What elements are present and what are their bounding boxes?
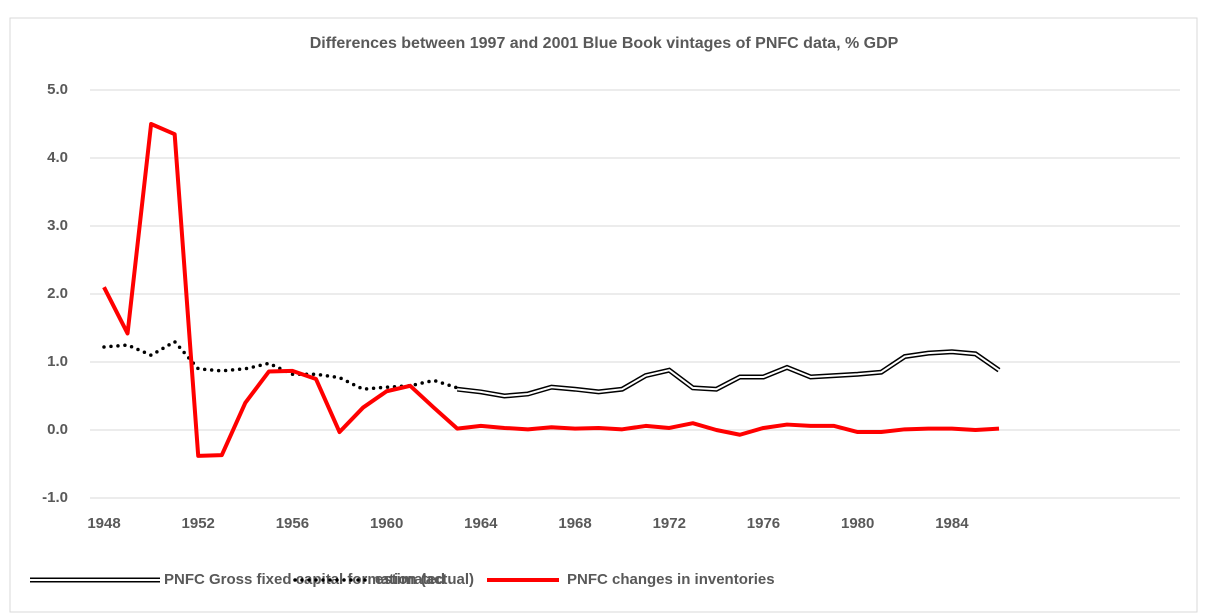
x-tick-label: 1980 — [841, 515, 874, 532]
x-tick-label: 1972 — [653, 515, 686, 532]
legend-label: PNFC changes in inventories — [567, 571, 775, 588]
series-line-inner — [457, 350, 1000, 398]
x-tick-label: 1956 — [276, 515, 309, 532]
series-line — [102, 339, 460, 391]
chart-title: Differences between 1997 and 2001 Blue B… — [310, 35, 899, 52]
legend-label: estimated — [375, 571, 445, 588]
series-line — [102, 122, 1000, 458]
y-tick-label: 0.0 — [47, 421, 68, 438]
x-tick-label: 1976 — [747, 515, 780, 532]
x-tick-label: 1952 — [182, 515, 215, 532]
y-tick-label: 4.0 — [47, 149, 68, 166]
x-tick-label: 1948 — [87, 515, 120, 532]
chart-frame — [9, 17, 1198, 613]
legend-label: PNFC Gross fixed capital formation (actu… — [164, 571, 474, 588]
x-tick-label: 1960 — [370, 515, 403, 532]
y-tick-label: 3.0 — [47, 217, 68, 234]
y-tick-label: -1.0 — [42, 489, 68, 506]
y-tick-label: 2.0 — [47, 285, 68, 302]
x-tick-label: 1964 — [464, 515, 498, 532]
y-tick-label: 5.0 — [47, 81, 68, 98]
x-tick-label: 1968 — [558, 515, 591, 532]
x-tick-label: 1984 — [935, 515, 969, 532]
y-tick-label: 1.0 — [47, 353, 68, 370]
